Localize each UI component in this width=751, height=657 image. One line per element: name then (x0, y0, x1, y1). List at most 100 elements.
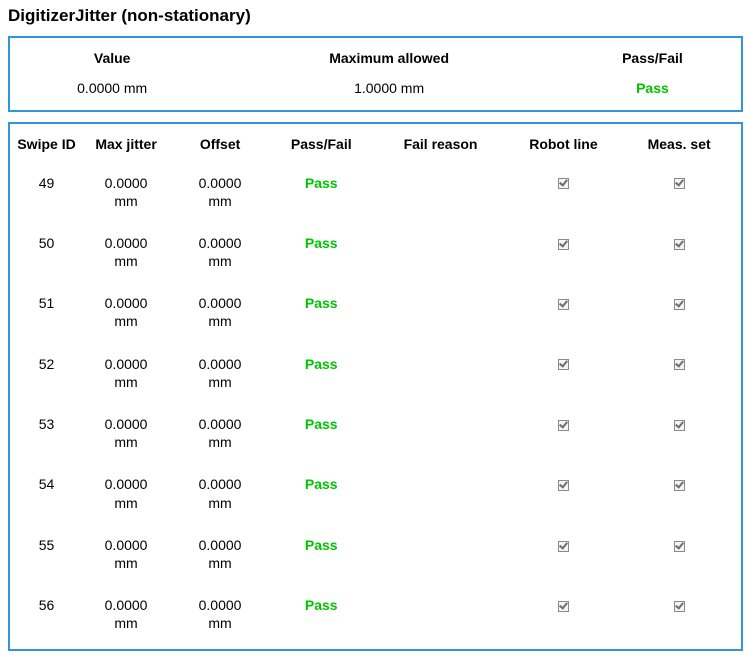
checkbox-icon[interactable] (674, 239, 685, 250)
checkbox-icon[interactable] (674, 420, 685, 431)
data-panel: Swipe ID Max jitter Offset Pass/Fail Fai… (8, 122, 743, 651)
cell-robot-line (506, 407, 622, 467)
col-max-jitter: Max jitter (79, 132, 173, 166)
cell-meas-set (621, 407, 737, 467)
cell-max-jitter: 0.0000mm (79, 166, 173, 226)
cell-pass-fail: Pass (267, 407, 375, 467)
checkbox-icon[interactable] (674, 541, 685, 552)
summary-header-max: Maximum allowed (214, 44, 564, 76)
checkbox-icon[interactable] (558, 299, 569, 310)
cell-meas-set (621, 528, 737, 588)
cell-meas-set (621, 588, 737, 648)
checkbox-icon[interactable] (674, 601, 685, 612)
checkbox-icon[interactable] (558, 178, 569, 189)
cell-pass-fail-text: Pass (305, 235, 338, 251)
summary-panel: Value Maximum allowed Pass/Fail 0.0000 m… (8, 36, 743, 112)
cell-swipe-id: 50 (14, 226, 79, 286)
cell-pass-fail-text: Pass (305, 597, 338, 613)
summary-value: 0.0000 mm (10, 76, 214, 100)
summary-pf: Pass (564, 76, 741, 100)
cell-fail-reason (375, 347, 505, 407)
col-meas-set: Meas. set (621, 132, 737, 166)
checkbox-icon[interactable] (558, 541, 569, 552)
cell-pass-fail-text: Pass (305, 175, 338, 191)
checkbox-icon[interactable] (558, 601, 569, 612)
cell-offset: 0.0000mm (173, 528, 267, 588)
cell-swipe-id: 54 (14, 467, 79, 527)
col-fail-reason: Fail reason (375, 132, 505, 166)
col-offset: Offset (173, 132, 267, 166)
cell-max-jitter: 0.0000mm (79, 528, 173, 588)
cell-fail-reason (375, 166, 505, 226)
checkbox-icon[interactable] (674, 299, 685, 310)
cell-offset: 0.0000mm (173, 347, 267, 407)
table-row: 530.0000mm0.0000mmPass (14, 407, 737, 467)
cell-pass-fail: Pass (267, 528, 375, 588)
cell-robot-line (506, 226, 622, 286)
cell-fail-reason (375, 226, 505, 286)
cell-pass-fail: Pass (267, 226, 375, 286)
table-row: 540.0000mm0.0000mmPass (14, 467, 737, 527)
cell-pass-fail-text: Pass (305, 356, 338, 372)
cell-offset: 0.0000mm (173, 467, 267, 527)
checkbox-icon[interactable] (558, 420, 569, 431)
table-row: 550.0000mm0.0000mmPass (14, 528, 737, 588)
table-row: 500.0000mm0.0000mmPass (14, 226, 737, 286)
checkbox-icon[interactable] (674, 480, 685, 491)
cell-pass-fail-text: Pass (305, 416, 338, 432)
cell-pass-fail: Pass (267, 588, 375, 648)
cell-fail-reason (375, 407, 505, 467)
cell-pass-fail: Pass (267, 347, 375, 407)
cell-pass-fail: Pass (267, 467, 375, 527)
checkbox-icon[interactable] (558, 239, 569, 250)
cell-robot-line (506, 528, 622, 588)
col-swipe-id: Swipe ID (14, 132, 79, 166)
summary-header-pf: Pass/Fail (564, 44, 741, 76)
col-pass-fail: Pass/Fail (267, 132, 375, 166)
cell-offset: 0.0000mm (173, 166, 267, 226)
cell-swipe-id: 52 (14, 347, 79, 407)
cell-pass-fail: Pass (267, 166, 375, 226)
cell-swipe-id: 51 (14, 286, 79, 346)
cell-fail-reason (375, 588, 505, 648)
cell-robot-line (506, 286, 622, 346)
cell-offset: 0.0000mm (173, 226, 267, 286)
cell-fail-reason (375, 528, 505, 588)
cell-robot-line (506, 467, 622, 527)
cell-max-jitter: 0.0000mm (79, 286, 173, 346)
checkbox-icon[interactable] (558, 480, 569, 491)
cell-max-jitter: 0.0000mm (79, 226, 173, 286)
cell-pass-fail-text: Pass (305, 476, 338, 492)
summary-pf-text: Pass (636, 80, 669, 96)
summary-max: 1.0000 mm (214, 76, 564, 100)
cell-swipe-id: 56 (14, 588, 79, 648)
cell-offset: 0.0000mm (173, 588, 267, 648)
cell-meas-set (621, 286, 737, 346)
cell-swipe-id: 55 (14, 528, 79, 588)
table-row: 510.0000mm0.0000mmPass (14, 286, 737, 346)
checkbox-icon[interactable] (674, 359, 685, 370)
cell-pass-fail: Pass (267, 286, 375, 346)
cell-pass-fail-text: Pass (305, 537, 338, 553)
col-robot-line: Robot line (506, 132, 622, 166)
cell-robot-line (506, 166, 622, 226)
cell-max-jitter: 0.0000mm (79, 347, 173, 407)
cell-meas-set (621, 347, 737, 407)
data-table: Swipe ID Max jitter Offset Pass/Fail Fai… (14, 132, 737, 649)
cell-fail-reason (375, 286, 505, 346)
table-row: 520.0000mm0.0000mmPass (14, 347, 737, 407)
checkbox-icon[interactable] (674, 178, 685, 189)
cell-robot-line (506, 588, 622, 648)
cell-meas-set (621, 226, 737, 286)
cell-swipe-id: 49 (14, 166, 79, 226)
summary-table: Value Maximum allowed Pass/Fail 0.0000 m… (10, 44, 741, 100)
table-row: 490.0000mm0.0000mmPass (14, 166, 737, 226)
data-header-row: Swipe ID Max jitter Offset Pass/Fail Fai… (14, 132, 737, 166)
table-row: 560.0000mm0.0000mmPass (14, 588, 737, 648)
cell-pass-fail-text: Pass (305, 295, 338, 311)
cell-max-jitter: 0.0000mm (79, 588, 173, 648)
page-title: DigitizerJitter (non-stationary) (8, 6, 743, 26)
checkbox-icon[interactable] (558, 359, 569, 370)
cell-robot-line (506, 347, 622, 407)
cell-meas-set (621, 166, 737, 226)
